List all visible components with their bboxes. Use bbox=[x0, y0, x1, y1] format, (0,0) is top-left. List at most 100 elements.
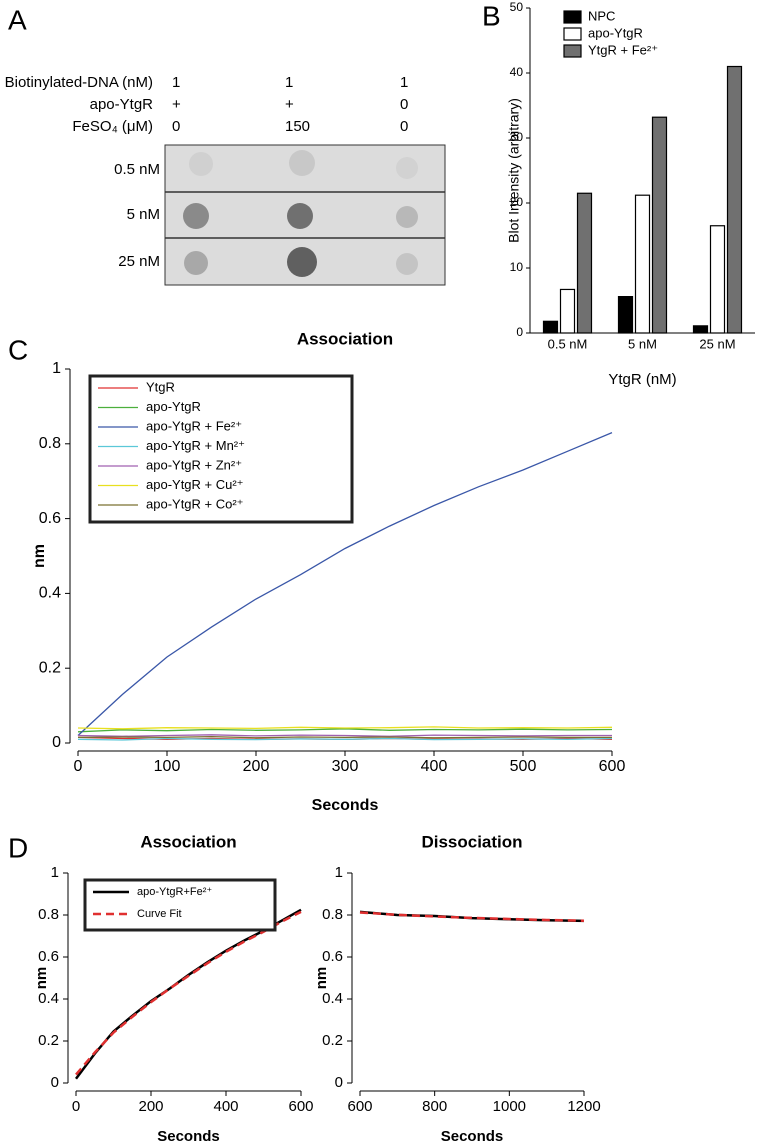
data-line bbox=[77, 735, 612, 739]
x-tick-label: 0 bbox=[72, 1098, 80, 1115]
y-tick-label: 1 bbox=[335, 864, 343, 881]
data-line bbox=[77, 728, 613, 733]
blot-dot bbox=[287, 247, 317, 277]
cell: 0 bbox=[400, 96, 408, 113]
chart-title: Dissociation bbox=[421, 832, 522, 851]
y-tick-label: 1 bbox=[51, 864, 59, 881]
x-tick-label: 25 nM bbox=[699, 336, 735, 351]
data-line bbox=[77, 737, 613, 741]
x-tick-label: 1000 bbox=[493, 1098, 526, 1115]
legend-label: YtgR + Fe²⁺ bbox=[588, 42, 658, 57]
bar bbox=[726, 65, 743, 334]
panel-label: B bbox=[482, 0, 501, 31]
bar bbox=[692, 325, 709, 334]
row-header: Biotinylated-DNA (nM) bbox=[5, 74, 153, 91]
y-tick-label: 0.4 bbox=[322, 990, 343, 1007]
x-tick-label: 0 bbox=[74, 758, 83, 775]
cell: + bbox=[172, 96, 181, 113]
legend-swatch bbox=[563, 44, 582, 58]
data-line bbox=[359, 910, 585, 923]
cell: 0 bbox=[172, 118, 180, 135]
panel-label: A bbox=[8, 4, 27, 35]
data-line bbox=[77, 432, 613, 736]
data-line bbox=[359, 911, 585, 922]
x-tick-label: 800 bbox=[422, 1098, 447, 1115]
y-tick-label: 1 bbox=[52, 360, 61, 377]
bar bbox=[576, 192, 593, 334]
y-tick-label: 0 bbox=[335, 1074, 343, 1091]
blot-dot bbox=[184, 251, 208, 275]
bar bbox=[634, 194, 651, 334]
y-tick-label: 20 bbox=[510, 195, 524, 209]
legend-label: apo-YtgR + Mn²⁺ bbox=[146, 438, 245, 453]
y-axis-label: Blot Intensity (arbitrary) bbox=[506, 98, 522, 243]
x-axis-label: Seconds bbox=[312, 797, 379, 814]
x-axis-label: Seconds bbox=[441, 1128, 504, 1145]
x-axis-label: YtgR (nM) bbox=[608, 371, 676, 388]
blot-row-label: 5 nM bbox=[127, 206, 160, 223]
x-tick-label: 0.5 nM bbox=[548, 336, 588, 351]
y-tick-label: 40 bbox=[510, 65, 524, 79]
blot-dot bbox=[396, 157, 418, 179]
x-tick-label: 600 bbox=[288, 1098, 313, 1115]
cell: 150 bbox=[285, 118, 310, 135]
legend-label: apo-YtgR + Co²⁺ bbox=[146, 496, 244, 511]
panel-label: C bbox=[8, 334, 28, 365]
bar bbox=[559, 288, 576, 334]
y-axis-label: nm bbox=[33, 967, 50, 990]
legend-label: apo-YtgR bbox=[588, 25, 643, 40]
y-tick-label: 0.4 bbox=[39, 585, 61, 602]
chart-title: Association bbox=[297, 329, 393, 348]
x-axis-label: Seconds bbox=[157, 1128, 220, 1145]
y-tick-label: 0 bbox=[516, 325, 523, 339]
y-tick-label: 0.6 bbox=[322, 948, 343, 965]
y-tick-label: 0.6 bbox=[38, 948, 59, 965]
legend-swatch bbox=[563, 27, 582, 41]
y-axis-label: nm bbox=[31, 544, 48, 568]
x-tick-label: 400 bbox=[213, 1098, 238, 1115]
blot-dot bbox=[183, 203, 209, 229]
y-tick-label: 30 bbox=[510, 130, 524, 144]
blot-dot bbox=[287, 203, 313, 229]
legend-label: apo-YtgR + Fe²⁺ bbox=[146, 418, 242, 433]
bar bbox=[542, 320, 559, 334]
y-tick-label: 0.2 bbox=[39, 659, 61, 676]
x-tick-label: 200 bbox=[138, 1098, 163, 1115]
y-tick-label: 0 bbox=[51, 1074, 59, 1091]
x-tick-label: 5 nM bbox=[628, 336, 657, 351]
data-line bbox=[74, 908, 302, 1080]
y-tick-label: 0.2 bbox=[322, 1032, 343, 1049]
y-tick-label: 0.2 bbox=[38, 1032, 59, 1049]
y-tick-label: 0.4 bbox=[38, 990, 59, 1007]
x-tick-label: 200 bbox=[243, 758, 270, 775]
legend-box bbox=[83, 878, 277, 932]
legend-label: apo-YtgR + Cu²⁺ bbox=[146, 477, 244, 492]
legend-label: Curve Fit bbox=[137, 908, 182, 920]
x-tick-label: 600 bbox=[347, 1098, 372, 1115]
y-tick-label: 0.6 bbox=[39, 510, 61, 527]
legend-label: NPC bbox=[588, 8, 615, 23]
y-tick-label: 0 bbox=[52, 734, 61, 751]
cell: + bbox=[285, 96, 294, 113]
blot-row-label: 25 nM bbox=[118, 253, 160, 270]
y-tick-label: 0.8 bbox=[38, 906, 59, 923]
legend-swatch bbox=[563, 10, 582, 24]
blot-dot bbox=[396, 206, 418, 228]
blot-dot bbox=[189, 152, 213, 176]
legend-label: apo-YtgR + Zn²⁺ bbox=[146, 457, 242, 472]
x-tick-label: 300 bbox=[332, 758, 359, 775]
x-tick-label: 500 bbox=[510, 758, 537, 775]
blot-dot bbox=[396, 253, 418, 275]
legend-label: apo-YtgR+Fe²⁺ bbox=[137, 886, 212, 898]
y-tick-label: 0.8 bbox=[322, 906, 343, 923]
cell: 1 bbox=[400, 74, 408, 91]
bar bbox=[709, 225, 726, 334]
x-tick-label: 400 bbox=[421, 758, 448, 775]
data-line bbox=[77, 734, 612, 737]
row-header: FeSO₄ (μM) bbox=[72, 118, 153, 135]
bar bbox=[651, 116, 668, 334]
legend-box bbox=[88, 374, 354, 524]
legend-label: apo-YtgR bbox=[146, 399, 201, 414]
data-line bbox=[77, 726, 613, 730]
